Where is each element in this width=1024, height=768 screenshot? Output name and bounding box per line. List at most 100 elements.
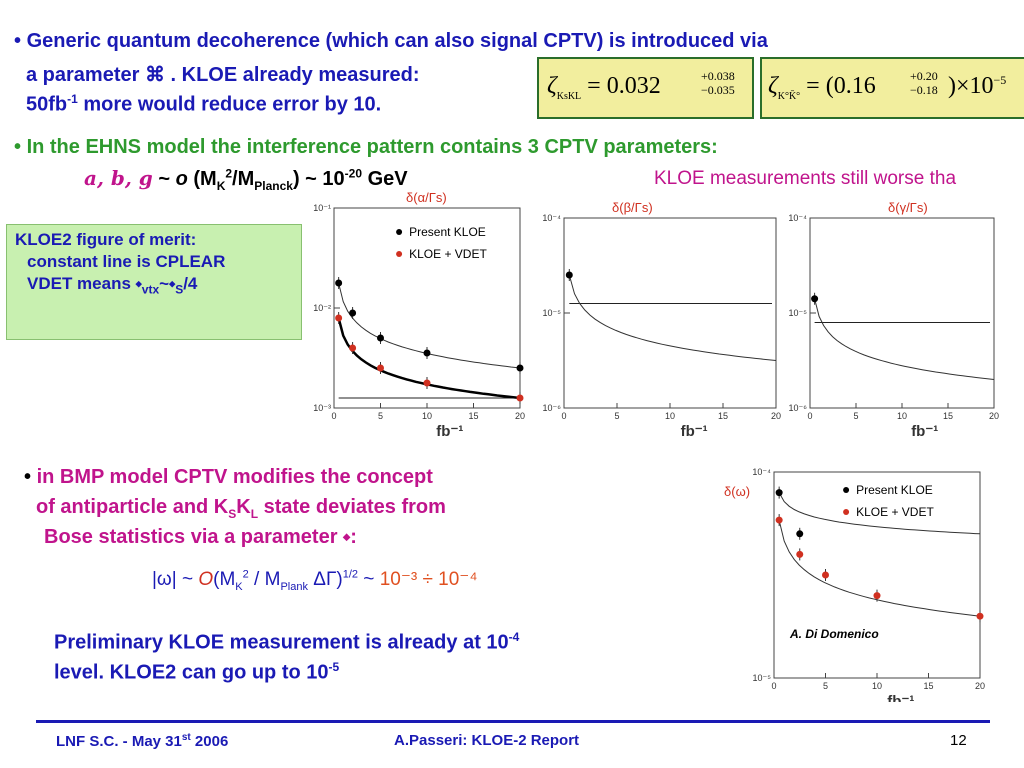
bullet-1-line-2: a parameter ⌘ . KLOE already measured: bbox=[26, 64, 420, 86]
data-point bbox=[377, 334, 384, 342]
y-tick-label: 10⁻⁵ bbox=[543, 308, 562, 318]
data-point bbox=[349, 309, 357, 317]
x-tick-label: 0 bbox=[807, 411, 812, 421]
x-tick-label: 15 bbox=[468, 411, 478, 421]
data-point bbox=[335, 279, 343, 287]
x-tick-label: 15 bbox=[923, 681, 933, 691]
plot-title: δ(β/Γs) bbox=[612, 200, 653, 215]
data-point bbox=[565, 271, 573, 279]
data-point bbox=[349, 344, 357, 352]
y-tick-label: 10⁻⁶ bbox=[543, 403, 562, 413]
x-axis-label: fb⁻¹ bbox=[436, 423, 463, 440]
x-tick-label: 10 bbox=[897, 411, 907, 421]
data-point bbox=[775, 516, 783, 524]
data-point bbox=[775, 489, 783, 497]
plot-frame bbox=[333, 207, 521, 409]
legend-marker bbox=[843, 487, 850, 493]
x-tick-label: 10 bbox=[422, 411, 432, 421]
x-tick-label: 0 bbox=[771, 681, 776, 691]
merit-line-3: VDET means ⬩vtx~⬩S/4 bbox=[27, 274, 198, 297]
data-point bbox=[423, 379, 431, 387]
footer-center: A.Passeri: KLOE-2 Report bbox=[394, 732, 580, 749]
footer-left: LNF S.C. - May 31st 2006 bbox=[56, 732, 229, 750]
footer-rule bbox=[36, 720, 990, 723]
x-tick-label: 15 bbox=[943, 411, 953, 421]
bullet-1-line-3: 50fb-1 more would reduce error by 10. bbox=[26, 92, 382, 116]
data-point bbox=[811, 295, 819, 303]
formula-zeta-kskl: ζKsKL = 0.032 +0.038 −0.035 bbox=[537, 57, 754, 119]
x-tick-label: 5 bbox=[823, 681, 828, 691]
y-tick-label: 10⁻⁶ bbox=[789, 403, 808, 413]
x-tick-label: 10 bbox=[872, 681, 882, 691]
plot-frame bbox=[809, 217, 995, 409]
data-point bbox=[976, 612, 984, 620]
series-curve bbox=[814, 298, 995, 380]
legend-marker bbox=[396, 251, 403, 257]
x-axis-label: fb⁻¹ bbox=[911, 423, 938, 440]
y-tick-label: 10⁻³ bbox=[313, 403, 331, 413]
data-point bbox=[335, 314, 343, 322]
legend-entry: Present KLOE bbox=[409, 225, 486, 239]
x-tick-label: 5 bbox=[378, 411, 383, 421]
x-tick-label: 0 bbox=[561, 411, 566, 421]
data-point bbox=[377, 364, 384, 372]
x-tick-label: 0 bbox=[331, 411, 336, 421]
data-point bbox=[873, 592, 881, 600]
plot-title: δ(ω) bbox=[724, 484, 750, 499]
bullet-2-line-2: a, b, g ~ o (MK2/MPlanck) ~ 10-20 GeV bbox=[84, 166, 408, 193]
plot-beta: δ(β/Γs) 0 5 10 15 20 fb⁻¹ 10⁻⁴ 10⁻⁵ 10⁻⁶ bbox=[532, 190, 782, 440]
plot-omega: δ(ω) 0 5 10 15 20 fb⁻¹ 10⁻⁴ 10⁻⁵ Present KLOE KLOE… bbox=[720, 462, 990, 702]
y-tick-label: 10⁻⁴ bbox=[542, 213, 561, 223]
footer-page-number: 12 bbox=[950, 732, 967, 749]
x-tick-label: 5 bbox=[853, 411, 858, 421]
legend-entry: Present KLOE bbox=[856, 483, 933, 497]
plot-title: δ(α/Γs) bbox=[406, 190, 447, 205]
x-tick-label: 15 bbox=[718, 411, 728, 421]
series-curve bbox=[568, 274, 777, 361]
series-curve bbox=[778, 492, 981, 535]
bullet-3-line-1: • in BMP model CPTV modifies the concept bbox=[24, 466, 433, 488]
data-point bbox=[822, 571, 829, 579]
merit-line-1: KLOE2 figure of merit: bbox=[15, 230, 197, 249]
data-point bbox=[796, 530, 804, 538]
y-tick-label: 10⁻⁵ bbox=[789, 308, 808, 318]
merit-box: KLOE2 figure of merit: constant line is … bbox=[6, 224, 302, 340]
y-tick-label: 10⁻⁵ bbox=[753, 673, 772, 683]
prelim-line-2: level. KLOE2 can go up to 10-5 bbox=[54, 660, 340, 684]
plot-title: δ(γ/Γs) bbox=[888, 200, 928, 215]
plot-gamma: δ(γ/Γs) 0 5 10 15 20 fb⁻¹ 10⁻⁴ 10⁻⁵ 10⁻⁶ bbox=[778, 190, 1000, 440]
bullet-1-line-1: • Generic quantum decoherence (which can… bbox=[14, 30, 768, 52]
data-point bbox=[796, 550, 804, 558]
x-tick-label: 20 bbox=[975, 681, 985, 691]
legend-entry: KLOE + VDET bbox=[856, 505, 934, 519]
legend-entry: KLOE + VDET bbox=[409, 247, 487, 261]
prelim-line-1: Preliminary KLOE measurement is already … bbox=[54, 630, 520, 654]
x-tick-label: 5 bbox=[614, 411, 619, 421]
plot-frame bbox=[563, 217, 777, 409]
legend-marker bbox=[843, 509, 850, 515]
x-axis-label: fb⁻¹ bbox=[887, 693, 914, 702]
plot-annotation: A. Di Domenico bbox=[789, 627, 879, 641]
x-tick-label: 20 bbox=[989, 411, 999, 421]
data-point bbox=[516, 364, 524, 372]
y-tick-label: 10⁻¹ bbox=[313, 203, 331, 213]
y-tick-label: 10⁻⁴ bbox=[752, 467, 771, 477]
series-curve bbox=[778, 519, 981, 617]
bullet-3-line-3: Bose statistics via a parameter ⬩: bbox=[44, 526, 357, 548]
omega-formula: |ω| ~ O(MK2 / MPlank ΔΓ)1/2 ~ 10⁻³ ÷ 10⁻… bbox=[152, 568, 478, 593]
data-point bbox=[516, 394, 524, 402]
kloe-note: KLOE measurements still worse tha bbox=[654, 168, 957, 189]
formula-zeta-k0k0bar: ζK°K̄° = (0.16 +0.20 −0.18 )×10−5 bbox=[760, 57, 1024, 119]
x-tick-label: 10 bbox=[665, 411, 675, 421]
legend-marker bbox=[396, 229, 403, 235]
x-tick-label: 20 bbox=[771, 411, 781, 421]
data-point bbox=[423, 349, 431, 357]
plot-frame bbox=[773, 471, 981, 679]
bullet-2-line-1: • In the EHNS model the interference pat… bbox=[14, 136, 718, 158]
y-tick-label: 10⁻² bbox=[313, 303, 331, 313]
bullet-3-line-2: of antiparticle and KSKL state deviates … bbox=[36, 496, 446, 521]
x-tick-label: 20 bbox=[515, 411, 525, 421]
merit-line-2: constant line is CPLEAR bbox=[27, 252, 226, 271]
plot-alpha: δ(α/Γs) 0 5 10 15 20 fb⁻¹ 10⁻¹ 10⁻² 10⁻³ Present K… bbox=[306, 190, 526, 440]
x-axis-label: fb⁻¹ bbox=[681, 423, 708, 440]
